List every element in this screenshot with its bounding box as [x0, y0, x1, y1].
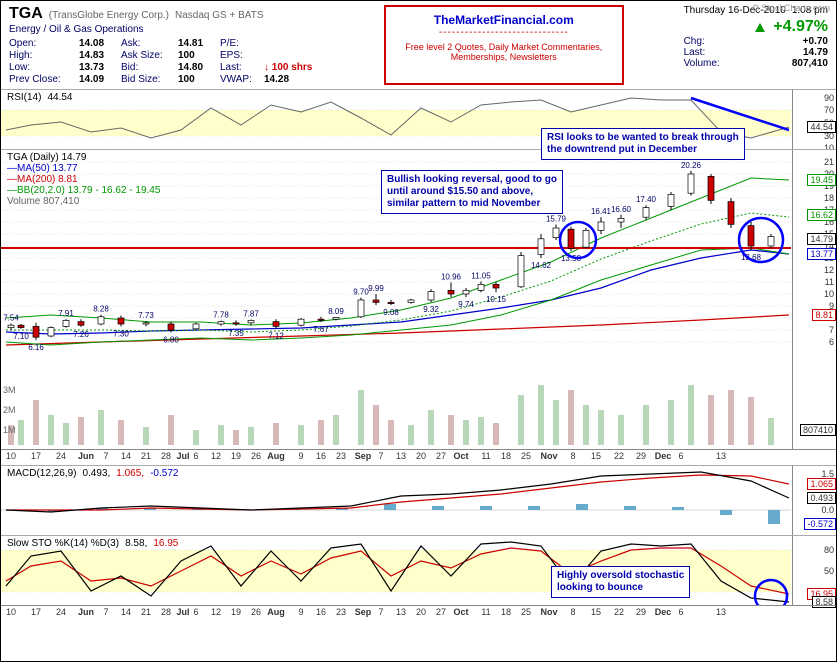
macd-yaxis: 1.51.00.50.0-0.51.0650.493-0.572: [792, 466, 836, 535]
vwap-label: VWAP:: [220, 74, 262, 85]
open-label: Open:: [9, 38, 77, 49]
price-yaxis: 212019181716151413121110987619.4516.6214…: [792, 150, 836, 449]
sector: Energy / Oil & Gas Operations: [9, 24, 324, 35]
up-arrow-icon: [755, 23, 765, 32]
svg-text:7.26: 7.26: [73, 330, 89, 339]
lasttrade-value: ↓ 100 shrs: [264, 62, 324, 73]
svg-text:6.80: 6.80: [163, 335, 179, 344]
ad-divider: ------------------------------: [396, 27, 612, 38]
sto-yaxis: 80502016.958.58: [792, 536, 836, 605]
svg-text:15.79: 15.79: [546, 215, 567, 224]
prev-value: 14.09: [79, 74, 119, 85]
svg-text:9.99: 9.99: [368, 284, 384, 293]
svg-text:7.78: 7.78: [213, 311, 229, 320]
bidsize-value: 100: [178, 74, 218, 85]
svg-text:8.09: 8.09: [328, 307, 344, 316]
svg-text:10.15: 10.15: [486, 295, 507, 304]
header-right: Thursday 16-Dec-20101:08 pm +4.97% Chg:+…: [684, 5, 828, 85]
rsi-yaxis: 907050301044.54: [792, 90, 836, 149]
price-annotation: Bullish looking reversal, good to gounti…: [381, 170, 563, 214]
svg-text:7.87: 7.87: [243, 310, 259, 319]
high-label: High:: [9, 50, 77, 61]
low-label: Low:: [9, 62, 77, 73]
stock-chart: © StockCharts.com TGA (TransGlobe Energy…: [0, 0, 837, 662]
bidsize-label: Bid Size:: [121, 74, 176, 85]
last-label: Last:: [684, 47, 706, 58]
pct-change: +4.97%: [773, 18, 828, 36]
chg-value: +0.70: [803, 36, 828, 47]
svg-text:17.40: 17.40: [636, 195, 657, 204]
vol-label: Volume:: [684, 58, 720, 69]
vwap-value: 14.28: [264, 74, 324, 85]
eps-value: [264, 50, 324, 61]
ask-value: 14.81: [178, 38, 218, 49]
ad-box[interactable]: TheMarketFinancial.com -----------------…: [384, 5, 624, 85]
rsi-label: RSI(14)44.54: [7, 92, 78, 103]
company-name: (TransGlobe Energy Corp.): [49, 10, 169, 21]
price-labels: TGA (Daily) 14.79—MA(50) 13.77—MA(200) 8…: [7, 152, 160, 207]
svg-text:8.28: 8.28: [93, 305, 109, 314]
svg-text:11.05: 11.05: [471, 271, 491, 280]
low-value: 13.73: [79, 62, 119, 73]
pe-value: [264, 38, 324, 49]
bid-label: Bid:: [121, 62, 176, 73]
svg-text:16.60: 16.60: [611, 205, 632, 214]
pe-label: P/E:: [220, 38, 262, 49]
stochastic-panel: Slow STO %K(14) %D(3)8.58,16.95 Highly o…: [1, 535, 836, 605]
svg-text:7.67: 7.67: [313, 325, 329, 334]
eps-label: EPS:: [220, 50, 262, 61]
high-value: 14.83: [79, 50, 119, 61]
asksize-label: Ask Size:: [121, 50, 176, 61]
sto-labels: Slow STO %K(14) %D(3)8.58,16.95: [7, 538, 184, 549]
copyright: © StockCharts.com: [752, 3, 830, 13]
prev-label: Prev Close:: [9, 74, 77, 85]
price-panel: TGA (Daily) 14.79—MA(50) 13.77—MA(200) 8…: [1, 149, 836, 449]
exchange: Nasdaq GS + BATS: [175, 10, 263, 21]
svg-text:7.30: 7.30: [113, 329, 129, 338]
svg-text:16.41: 16.41: [591, 207, 612, 216]
x-axis: 101724Jun7142128Jul6121926Aug91623Sep713…: [1, 449, 836, 465]
ad-title: TheMarketFinancial.com: [396, 13, 612, 27]
macd-labels: MACD(12,26,9)0.493,1.065,-0.572: [7, 468, 184, 479]
svg-text:7.10: 7.10: [13, 332, 29, 341]
ask-label: Ask:: [121, 38, 176, 49]
vol-value: 807,410: [792, 58, 828, 69]
svg-text:9.74: 9.74: [458, 300, 474, 309]
svg-text:7.54: 7.54: [3, 314, 19, 323]
ad-subtitle: Free level 2 Quotes, Daily Market Commen…: [396, 42, 612, 62]
svg-text:9.08: 9.08: [383, 308, 399, 317]
asksize-value: 100: [178, 50, 218, 61]
sto-annotation: Highly oversold stochasticlooking to bou…: [551, 566, 690, 598]
header-left: TGA (TransGlobe Energy Corp.) Nasdaq GS …: [9, 5, 324, 85]
svg-text:9.32: 9.32: [423, 305, 439, 314]
svg-text:20.26: 20.26: [681, 161, 702, 170]
last-value: 14.79: [803, 47, 828, 58]
quote-grid: Open:14.08 Ask:14.81 P/E: High:14.83 Ask…: [9, 38, 324, 85]
svg-text:7.12: 7.12: [268, 332, 284, 341]
open-value: 14.08: [79, 38, 119, 49]
svg-text:9.70: 9.70: [353, 288, 369, 297]
bid-value: 14.80: [178, 62, 218, 73]
chg-label: Chg:: [684, 36, 705, 47]
svg-text:6.16: 6.16: [28, 343, 44, 352]
header: TGA (TransGlobe Energy Corp.) Nasdaq GS …: [1, 1, 836, 89]
svg-text:14.62: 14.62: [531, 261, 552, 270]
rsi-annotation: RSI looks to be wanted to break throught…: [541, 128, 745, 160]
macd-panel: MACD(12,26,9)0.493,1.065,-0.572 1.51.00.…: [1, 465, 836, 535]
svg-text:7.91: 7.91: [58, 309, 74, 318]
x-axis-bottom: 101724Jun7142128Jul6121926Aug91623Sep713…: [1, 605, 836, 621]
svg-text:7.35: 7.35: [228, 329, 244, 338]
svg-text:10.96: 10.96: [441, 272, 462, 281]
rsi-panel: RSI(14)44.54 RSI looks to be wanted to b…: [1, 89, 836, 149]
svg-text:7.73: 7.73: [138, 311, 154, 320]
ticker-symbol: TGA: [9, 5, 43, 23]
lasttrade-label: Last:: [220, 62, 262, 73]
